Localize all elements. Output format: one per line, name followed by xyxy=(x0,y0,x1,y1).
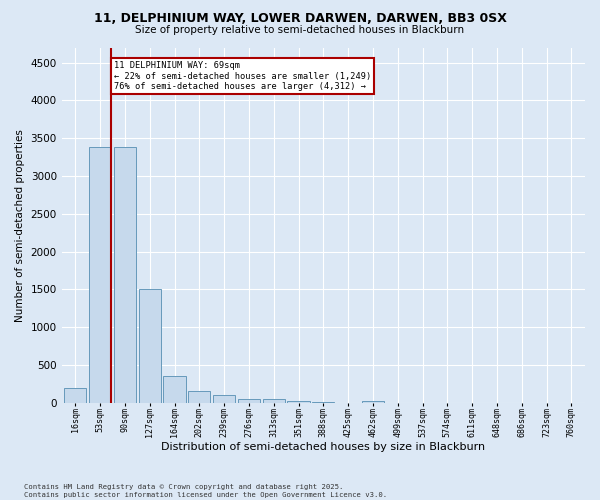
Text: 11 DELPHINIUM WAY: 69sqm
← 22% of semi-detached houses are smaller (1,249)
76% o: 11 DELPHINIUM WAY: 69sqm ← 22% of semi-d… xyxy=(114,61,371,91)
Bar xyxy=(238,399,260,403)
Bar xyxy=(213,395,235,403)
Text: Contains HM Land Registry data © Crown copyright and database right 2025.
Contai: Contains HM Land Registry data © Crown c… xyxy=(24,484,387,498)
Bar xyxy=(139,290,161,403)
X-axis label: Distribution of semi-detached houses by size in Blackburn: Distribution of semi-detached houses by … xyxy=(161,442,485,452)
Bar xyxy=(114,148,136,403)
Bar xyxy=(163,376,185,403)
Text: 11, DELPHINIUM WAY, LOWER DARWEN, DARWEN, BB3 0SX: 11, DELPHINIUM WAY, LOWER DARWEN, DARWEN… xyxy=(94,12,506,26)
Bar xyxy=(64,388,86,403)
Bar xyxy=(287,401,310,403)
Bar xyxy=(362,401,384,403)
Y-axis label: Number of semi-detached properties: Number of semi-detached properties xyxy=(15,128,25,322)
Text: Size of property relative to semi-detached houses in Blackburn: Size of property relative to semi-detach… xyxy=(136,25,464,35)
Bar xyxy=(263,400,285,403)
Bar xyxy=(312,402,334,403)
Bar xyxy=(188,392,211,403)
Bar xyxy=(89,148,111,403)
